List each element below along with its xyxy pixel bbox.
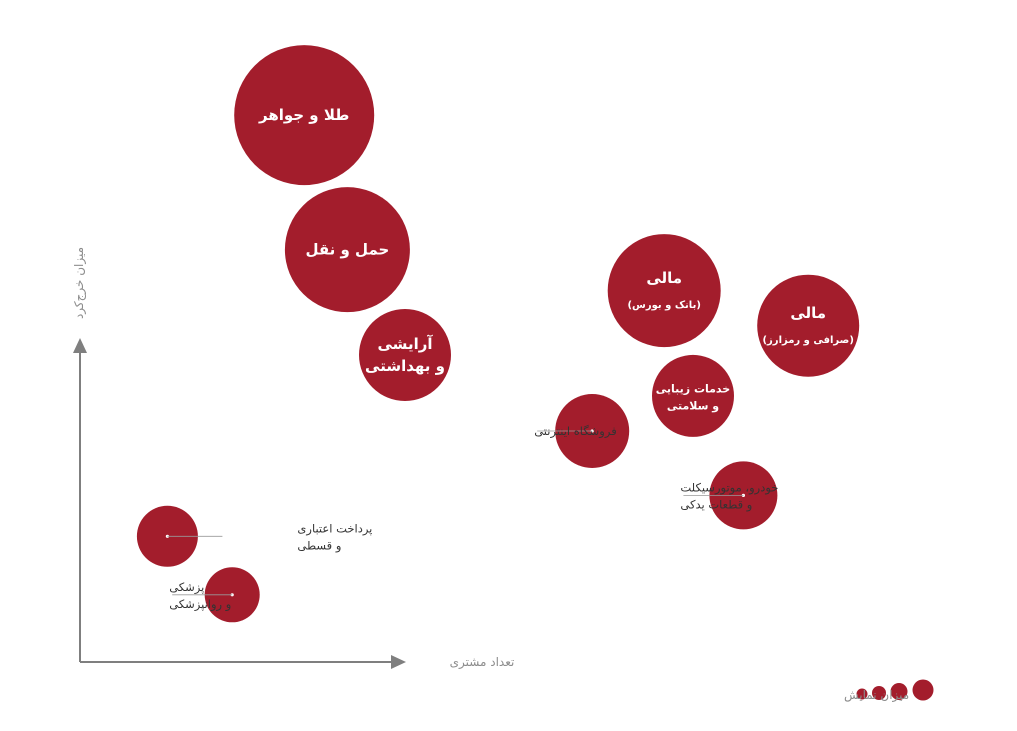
- bubble-label-fin-crypto-line2: (صرافی و رمزارز): [762, 335, 853, 346]
- size-legend-dot-2: [872, 686, 886, 700]
- size-legend-dot-3: [890, 683, 908, 700]
- bubble-label-fin-bank-line2: (بانک و بورس): [627, 300, 700, 311]
- bubble-center-dot-online: [590, 429, 594, 433]
- bubble-fin-bank: مالی (بانک و بورس): [607, 234, 721, 348]
- bubbles-layer: طلا و جواهر حمل و نقل آرایشی و بهداشتی مالی (…: [136, 45, 860, 623]
- bubble-label-fin-crypto-line1: مالی: [790, 304, 826, 322]
- bubble-label-cosmetic-line2: و بهداشتی: [365, 357, 445, 375]
- bubble-label-transport-line1: حمل و نقل: [305, 241, 389, 259]
- size-legend-dot-1: [856, 688, 868, 700]
- bubble-credit: پرداخت اعتباری و قسطی: [136, 505, 372, 567]
- bubble-auto: خودرو، موتورسیکلت و قطعات یدکی: [680, 461, 778, 530]
- bubble-online: فروشگاه اینترنتی: [534, 394, 630, 468]
- bubble-medical: پزشکی و روانپزشکی: [169, 567, 260, 623]
- bubble-label-cosmetic-line1: آرایشی: [378, 335, 434, 353]
- bubble-label-online-line1: فروشگاه اینترنتی: [534, 424, 617, 439]
- bubble-label-medical-line1: پزشکی: [169, 580, 204, 595]
- bubble-circle-cosmetic: [359, 308, 451, 401]
- size-legend-label: میزان نمایش: [844, 688, 909, 703]
- bubble-beauty: خدمات زیبایی و سلامتی: [652, 354, 734, 437]
- bubble-circle-beauty: [652, 354, 734, 437]
- bubble-fin-crypto: مالی (صرافی و رمزارز): [757, 274, 860, 377]
- bubble-label-beauty-line2: و سلامتی: [667, 399, 719, 412]
- bubble-circle-fin-bank: [607, 234, 721, 348]
- bubble-gold: طلا و جواهر: [234, 45, 375, 186]
- x-axis-arrow: [391, 655, 406, 669]
- bubble-label-gold-line1: طلا و جواهر: [258, 106, 349, 124]
- bubble-label-credit-line1: پرداخت اعتباری: [297, 521, 372, 536]
- bubble-circle-transport: [284, 187, 410, 313]
- bubble-cosmetic: آرایشی و بهداشتی: [359, 308, 451, 401]
- bubble-circle-fin-crypto: [757, 274, 860, 377]
- x-axis-title: تعداد مشتری: [450, 655, 515, 670]
- bubble-transport: حمل و نقل: [284, 187, 410, 313]
- y-axis-title: میزان خرج‌کرد: [72, 247, 87, 319]
- bubble-label-medical-line2: و روانپزشکی: [169, 597, 231, 612]
- size-legend: میزان نمایش: [844, 679, 934, 703]
- y-axis-arrow: [73, 338, 87, 353]
- bubble-label-credit-line2: و قسطی: [297, 538, 341, 553]
- bubble-label-auto-line2: و قطعات یدکی: [680, 497, 752, 512]
- bubble-label-beauty-line1: خدمات زیبایی: [656, 382, 730, 395]
- bubble-label-auto-line1: خودرو، موتورسیکلت: [680, 480, 778, 495]
- size-legend-dot-4: [912, 679, 934, 701]
- bubble-label-fin-bank-line1: مالی: [646, 269, 682, 287]
- bubble-circle-gold: [234, 45, 375, 186]
